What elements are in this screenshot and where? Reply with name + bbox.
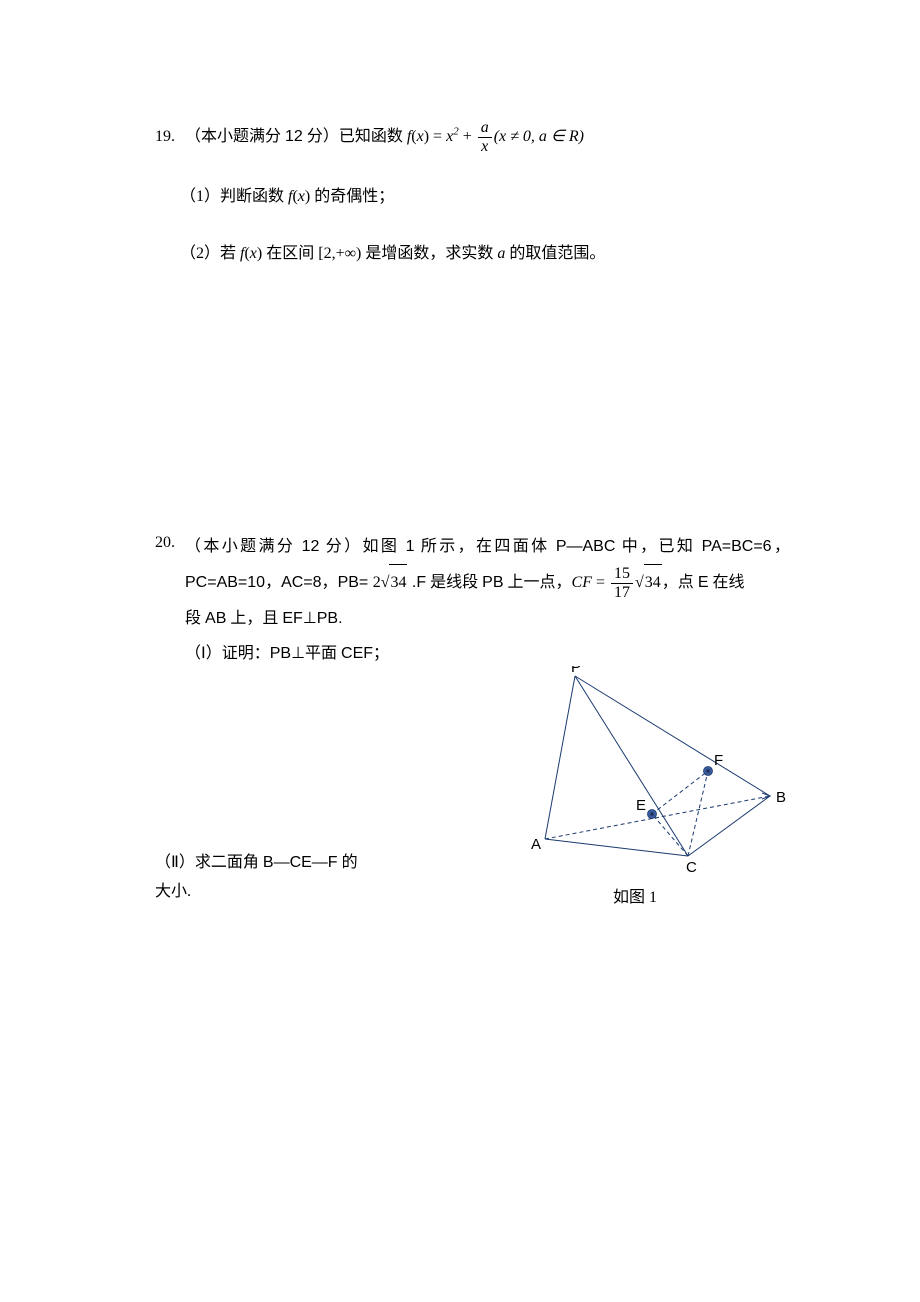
cf-label: CF xyxy=(572,574,592,591)
fraction-15-17: 1517 xyxy=(611,566,633,601)
problem-20-part-1: （Ⅰ）证明：PB⊥平面 CEF； xyxy=(185,645,389,662)
svg-text:A: A xyxy=(531,836,541,853)
ef-perp-pb: EF⊥PB. xyxy=(282,610,342,627)
problem-19-text: （本小题满分 12 分）已知函数 f(x) = x2 + ax(x ≠ 0, a… xyxy=(185,120,790,155)
equals: = xyxy=(429,128,446,145)
problem-19-part-1: （1）判断函数 f(x) 的奇偶性； xyxy=(180,183,790,212)
problem-20-bottom-row: （Ⅱ）求二面角 B—CE—F 的大小. P A B C E F 如图 1 xyxy=(155,651,790,907)
svg-text:E: E xyxy=(636,797,646,814)
figure-1: P A B C E F 如图 1 xyxy=(480,666,790,907)
problem-20-part-2: （Ⅱ）求二面角 B—CE—F 的大小. xyxy=(155,849,360,907)
dihedral: B—CE—F xyxy=(263,854,338,871)
svg-text:B: B xyxy=(776,789,786,806)
problem-number: 20. xyxy=(155,529,175,558)
problem-20-header: 20. （本小题满分 12 分）如图 1 所示，在四面体 P—ABC 中，已知 … xyxy=(155,529,790,671)
svg-text:P: P xyxy=(571,666,581,676)
eq-pb-label: PB= xyxy=(338,574,373,591)
math-fx: f(x) xyxy=(407,128,429,145)
eq-pc-ab: PC=AB=10 xyxy=(185,574,265,591)
figure-caption: 如图 1 xyxy=(480,883,790,907)
problem-19: 19. （本小题满分 12 分）已知函数 f(x) = x2 + ax(x ≠ … xyxy=(155,120,790,269)
eq-pa-bc: PA=BC=6 xyxy=(702,538,772,555)
header-prefix: （本小题满分 xyxy=(185,128,285,145)
problem-19-header: 19. （本小题满分 12 分）已知函数 f(x) = x2 + ax(x ≠ … xyxy=(155,120,790,155)
fraction-a-over-x: ax xyxy=(478,120,492,155)
interval: [2,+∞) xyxy=(318,245,361,262)
math-fx-3: f(x) xyxy=(240,245,262,262)
tetrahedron: P—ABC xyxy=(556,538,616,555)
problem-number: 19. xyxy=(155,123,175,152)
sqrt-34: √34 xyxy=(381,564,408,600)
svg-text:C: C xyxy=(686,859,697,876)
svg-text:F: F xyxy=(714,752,723,769)
math-fx-2: f(x) xyxy=(288,188,310,205)
problem-20: 20. （本小题满分 12 分）如图 1 所示，在四面体 P—ABC 中，已知 … xyxy=(155,529,790,907)
tetrahedron-diagram: P A B C E F xyxy=(480,666,790,876)
condition: (x ≠ 0, a ∈ R) xyxy=(494,128,584,145)
points: 12 xyxy=(285,128,303,145)
term-x2: x2 xyxy=(446,128,459,145)
problem-19-part-2: （2）若 f(x) 在区间 [2,+∞) 是增函数，求实数 a 的取值范围。 xyxy=(180,240,790,269)
eq-ac: AC=8 xyxy=(281,574,321,591)
sqrt-34-2: √34 xyxy=(635,564,662,600)
header-suffix: 分）已知函数 xyxy=(303,128,407,145)
problem-20-body: （本小题满分 12 分）如图 1 所示，在四面体 P—ABC 中，已知 PA=B… xyxy=(185,529,790,671)
